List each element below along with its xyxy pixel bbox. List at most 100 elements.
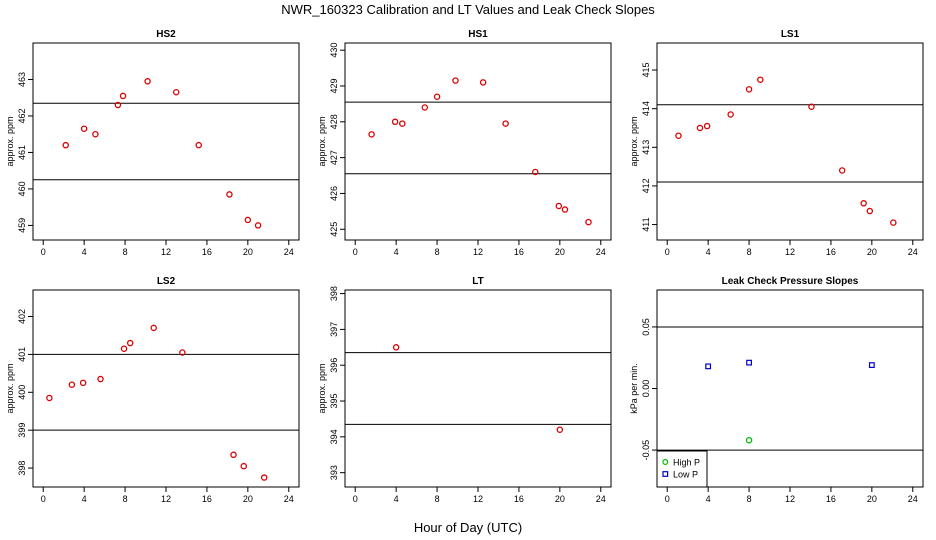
y-tick-label: 411 <box>641 217 651 231</box>
data-point <box>705 363 712 370</box>
panel-frame <box>656 42 924 241</box>
x-tick-label: 16 <box>514 494 524 504</box>
x-tick-label: 12 <box>473 494 483 504</box>
data-point <box>555 202 563 210</box>
panel-title: LT <box>472 276 483 287</box>
panel-title: HS1 <box>468 29 488 40</box>
data-point <box>392 344 400 351</box>
x-tick-label: 24 <box>284 494 294 504</box>
data-point <box>119 92 127 100</box>
y-tick-label: 396 <box>329 358 339 373</box>
data-point <box>502 120 509 127</box>
data-point <box>391 118 399 126</box>
y-tick-label: 401 <box>17 347 27 362</box>
data-point <box>195 141 202 149</box>
x-tick-label: 0 <box>353 247 358 257</box>
x-tick-label: 8 <box>747 247 752 257</box>
panel-frame <box>344 42 612 241</box>
data-point <box>479 79 487 86</box>
data-point <box>79 379 87 387</box>
data-point <box>868 362 875 369</box>
y-tick-label: 427 <box>329 150 339 165</box>
x-tick-label: 12 <box>161 494 171 504</box>
x-tick-label: 24 <box>596 247 606 257</box>
data-point <box>114 101 122 109</box>
y-tick-label: 429 <box>329 78 339 93</box>
x-tick-label: 0 <box>353 494 358 504</box>
data-point <box>866 207 874 215</box>
x-tick-label: 12 <box>785 247 795 257</box>
data-point <box>240 462 248 470</box>
y-tick-label: 398 <box>17 461 27 476</box>
data-point <box>745 86 753 93</box>
y-axis-label: approx. ppm <box>5 116 15 166</box>
x-tick-label: 20 <box>243 247 253 257</box>
x-tick-label: 0 <box>665 247 670 257</box>
x-tick-label: 16 <box>202 247 212 257</box>
y-tick-label: 397 <box>329 322 339 337</box>
data-point <box>399 120 406 127</box>
x-tick-label: 16 <box>826 247 836 257</box>
data-point <box>120 345 128 352</box>
x-tick-label: 4 <box>706 494 711 504</box>
y-tick-label: 0.05 <box>641 318 651 336</box>
data-point <box>838 167 846 174</box>
data-point <box>254 222 262 229</box>
data-point <box>172 89 180 96</box>
y-tick-label: 393 <box>329 465 339 480</box>
x-tick-label: 24 <box>908 494 918 504</box>
panel-2: LS1 approx. ppm 0 4 8 12 16 20 24 411 412 413 414 415 <box>629 29 924 257</box>
data-point <box>62 141 69 149</box>
x-tick-label: 0 <box>41 494 46 504</box>
x-tick-label: 24 <box>284 247 294 257</box>
x-tick-label: 8 <box>123 494 128 504</box>
y-tick-label: 428 <box>329 114 339 129</box>
data-point <box>97 375 104 383</box>
panel-1: HS1 approx. ppm 0 4 8 12 16 20 24 425 426 427 428 429… <box>317 29 612 257</box>
y-tick-label: 462 <box>17 108 27 123</box>
x-tick-label: 4 <box>82 247 87 257</box>
data-point <box>144 78 151 85</box>
x-tick-label: 0 <box>665 494 670 504</box>
x-tick-label: 20 <box>555 247 565 257</box>
data-point <box>244 216 252 224</box>
y-tick-label: -0.05 <box>641 440 651 461</box>
legend-label: High P <box>673 458 700 468</box>
x-tick-label: 8 <box>747 494 752 504</box>
y-tick-label: 463 <box>17 72 27 87</box>
y-tick-label: 402 <box>17 309 27 324</box>
x-tick-label: 16 <box>202 494 212 504</box>
data-point <box>696 124 704 132</box>
y-tick-label: 400 <box>17 385 27 400</box>
y-tick-label: 460 <box>17 181 27 196</box>
legend-box <box>656 450 708 488</box>
x-tick-label: 24 <box>596 494 606 504</box>
x-tick-label: 4 <box>394 494 399 504</box>
x-tick-label: 12 <box>161 247 171 257</box>
data-point <box>260 474 268 481</box>
x-tick-label: 20 <box>243 494 253 504</box>
x-tick-label: 8 <box>123 247 128 257</box>
figure-title: NWR_160323 Calibration and LT Values and… <box>281 2 655 17</box>
panel-5: Leak Check Pressure Slopes kPa per min. 0 4… <box>629 276 924 504</box>
x-tick-label: 8 <box>435 247 440 257</box>
data-point <box>860 200 867 207</box>
data-point <box>585 218 592 226</box>
y-tick-label: 395 <box>329 394 339 409</box>
panel-0: HS2 approx. ppm 0 4 8 12 16 20 24 459 460 461 462 463 <box>5 29 300 257</box>
data-point <box>675 132 682 139</box>
panel-title: LS1 <box>781 29 800 40</box>
panel-4: LT approx. ppm 0 4 8 12 16 20 24 393 394 395 396 397 3… <box>317 276 612 504</box>
data-point <box>452 77 459 84</box>
data-point <box>757 76 764 83</box>
y-axis-label: approx. ppm <box>317 116 327 166</box>
data-point <box>727 111 734 118</box>
data-point <box>890 219 897 226</box>
data-point <box>746 359 752 366</box>
data-point <box>126 339 134 347</box>
panel-frame <box>32 42 300 241</box>
legend-marker <box>662 459 669 466</box>
x-tick-label: 4 <box>706 247 711 257</box>
data-point <box>46 394 53 402</box>
